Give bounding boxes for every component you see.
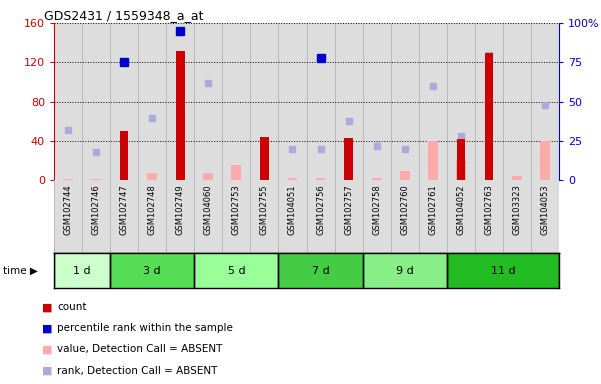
Bar bbox=[362, 253, 447, 288]
Bar bbox=[503, 23, 531, 180]
Bar bbox=[503, 180, 531, 253]
Text: time ▶: time ▶ bbox=[3, 266, 38, 276]
Bar bbox=[484, 53, 493, 180]
Bar bbox=[110, 23, 138, 180]
Text: 9 d: 9 d bbox=[396, 266, 413, 276]
Text: GSM102744: GSM102744 bbox=[64, 184, 73, 235]
Bar bbox=[194, 253, 278, 288]
Bar bbox=[540, 141, 550, 180]
Text: count: count bbox=[57, 302, 87, 312]
Text: percentile rank within the sample: percentile rank within the sample bbox=[57, 323, 233, 333]
Bar bbox=[419, 23, 447, 180]
Bar bbox=[138, 180, 166, 253]
Bar bbox=[278, 253, 362, 288]
Bar bbox=[531, 180, 559, 253]
Bar bbox=[307, 180, 335, 253]
Text: GSM104060: GSM104060 bbox=[204, 184, 213, 235]
Bar bbox=[512, 175, 522, 180]
Text: ■: ■ bbox=[42, 302, 52, 312]
Bar bbox=[251, 180, 278, 253]
Bar bbox=[120, 131, 129, 180]
Text: GSM102748: GSM102748 bbox=[148, 184, 157, 235]
Bar bbox=[362, 180, 391, 253]
Bar bbox=[147, 173, 157, 180]
Bar bbox=[447, 23, 475, 180]
Bar bbox=[531, 23, 559, 180]
Bar bbox=[371, 177, 382, 180]
Bar bbox=[110, 180, 138, 253]
Text: GSM102757: GSM102757 bbox=[344, 184, 353, 235]
Bar bbox=[447, 253, 559, 288]
Text: GSM102760: GSM102760 bbox=[400, 184, 409, 235]
Bar bbox=[278, 23, 307, 180]
Bar bbox=[54, 253, 110, 288]
Text: ■: ■ bbox=[42, 344, 52, 354]
Bar bbox=[91, 179, 101, 180]
Bar bbox=[82, 23, 110, 180]
Bar bbox=[231, 165, 242, 180]
Bar bbox=[428, 141, 438, 180]
Bar bbox=[194, 180, 222, 253]
Text: 5 d: 5 d bbox=[228, 266, 245, 276]
Bar bbox=[63, 179, 73, 180]
Text: rank, Detection Call = ABSENT: rank, Detection Call = ABSENT bbox=[57, 366, 218, 376]
Bar bbox=[362, 23, 391, 180]
Text: ■: ■ bbox=[42, 323, 52, 333]
Text: GSM102747: GSM102747 bbox=[120, 184, 129, 235]
Bar bbox=[316, 177, 326, 180]
Bar bbox=[204, 173, 213, 180]
Text: GSM102746: GSM102746 bbox=[92, 184, 100, 235]
Bar bbox=[82, 180, 110, 253]
Text: GSM104053: GSM104053 bbox=[540, 184, 549, 235]
Bar bbox=[194, 23, 222, 180]
Bar bbox=[475, 180, 503, 253]
Bar bbox=[335, 23, 362, 180]
Bar bbox=[344, 177, 353, 180]
Text: ■: ■ bbox=[42, 366, 52, 376]
Text: GSM102756: GSM102756 bbox=[316, 184, 325, 235]
Bar bbox=[260, 175, 269, 180]
Text: 11 d: 11 d bbox=[490, 266, 515, 276]
Bar bbox=[260, 137, 269, 180]
Text: GSM102758: GSM102758 bbox=[372, 184, 381, 235]
Text: GDS2431 / 1559348_a_at: GDS2431 / 1559348_a_at bbox=[44, 9, 204, 22]
Text: GSM102761: GSM102761 bbox=[429, 184, 437, 235]
Bar bbox=[447, 180, 475, 253]
Text: GSM104052: GSM104052 bbox=[456, 184, 465, 235]
Text: GSM102763: GSM102763 bbox=[484, 184, 493, 235]
Bar bbox=[391, 180, 419, 253]
Text: GSM102749: GSM102749 bbox=[176, 184, 185, 235]
Bar bbox=[419, 180, 447, 253]
Text: 1 d: 1 d bbox=[73, 266, 91, 276]
Bar bbox=[456, 161, 466, 180]
Bar bbox=[400, 170, 410, 180]
Bar bbox=[335, 180, 362, 253]
Text: GSM102753: GSM102753 bbox=[232, 184, 241, 235]
Bar bbox=[391, 23, 419, 180]
Bar bbox=[176, 51, 185, 180]
Bar bbox=[138, 23, 166, 180]
Bar bbox=[166, 180, 194, 253]
Bar bbox=[166, 23, 194, 180]
Bar bbox=[54, 23, 82, 180]
Text: value, Detection Call = ABSENT: value, Detection Call = ABSENT bbox=[57, 344, 222, 354]
Bar bbox=[222, 23, 251, 180]
Text: GSM104051: GSM104051 bbox=[288, 184, 297, 235]
Text: GSM102755: GSM102755 bbox=[260, 184, 269, 235]
Bar bbox=[307, 23, 335, 180]
Bar bbox=[54, 180, 82, 253]
Bar bbox=[251, 23, 278, 180]
Text: 7 d: 7 d bbox=[312, 266, 329, 276]
Text: GSM103323: GSM103323 bbox=[513, 184, 521, 235]
Bar bbox=[344, 138, 353, 180]
Text: 3 d: 3 d bbox=[144, 266, 161, 276]
Bar bbox=[475, 23, 503, 180]
Bar bbox=[278, 180, 307, 253]
Bar bbox=[457, 139, 465, 180]
Bar bbox=[110, 253, 194, 288]
Bar bbox=[222, 180, 251, 253]
Bar bbox=[288, 177, 297, 180]
